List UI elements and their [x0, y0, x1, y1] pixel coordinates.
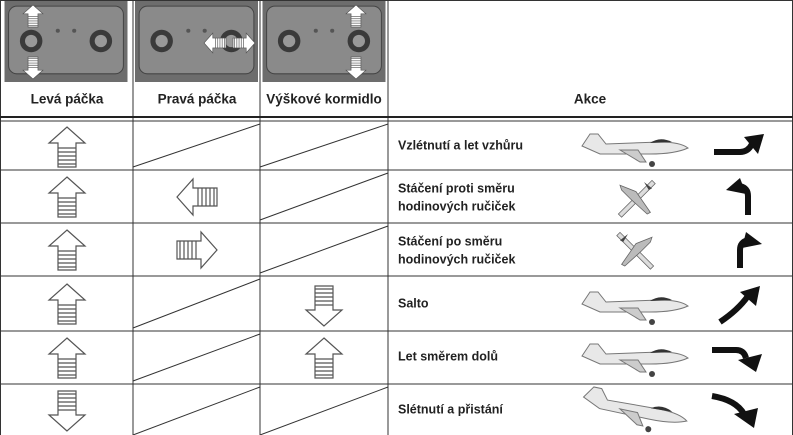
action-text: hodinových ručiček [398, 199, 515, 213]
shape [726, 178, 746, 194]
column-header: Levá páčka [31, 92, 104, 107]
shape [578, 384, 691, 435]
shape [711, 393, 747, 416]
shape [581, 343, 689, 378]
shape [734, 408, 758, 428]
shape [712, 347, 749, 359]
shape [578, 384, 691, 435]
action-text: Slétnutí a přistání [398, 402, 503, 416]
direction-arrows [711, 134, 764, 428]
action-text: Stáčení proti směru [398, 181, 515, 195]
plane-icons [578, 133, 691, 435]
shape [742, 232, 762, 248]
shape [49, 391, 85, 431]
action-text: Stáčení po směru [398, 234, 502, 248]
stick-arrows [48, 126, 343, 431]
shape [616, 231, 654, 270]
action-text: Vzlétnutí a let vzhůru [398, 138, 523, 152]
shape [738, 354, 762, 372]
shape [259, 123, 389, 168]
action-text: hodinových ručiček [398, 252, 515, 266]
controller-image [262, 0, 386, 82]
column-header: Výškové kormidlo [266, 92, 382, 107]
shape [718, 294, 751, 325]
column-header: Pravá páčka [158, 92, 237, 107]
shape [259, 172, 389, 221]
shape [132, 278, 261, 329]
shape [259, 225, 389, 274]
shape [48, 126, 86, 168]
shape [714, 142, 755, 155]
shape [581, 133, 689, 168]
shape [740, 286, 760, 306]
shape [132, 123, 261, 168]
shape [177, 179, 217, 215]
shape [306, 286, 342, 326]
column-header: Akce [574, 92, 607, 107]
shape [132, 333, 261, 382]
shape [581, 291, 689, 326]
controller-image [3, 0, 129, 82]
shape [48, 283, 86, 325]
shape [177, 232, 217, 268]
shape [48, 229, 86, 271]
shape [48, 337, 86, 379]
shape [744, 134, 764, 154]
action-text: Let směrem dolů [398, 349, 498, 363]
shape [259, 386, 389, 435]
action-text: Salto [398, 296, 429, 310]
shape [616, 231, 654, 270]
empty-cell-marks [132, 123, 389, 435]
shape [48, 176, 86, 218]
shape [618, 179, 656, 218]
shape [132, 386, 261, 435]
shape [305, 337, 343, 379]
